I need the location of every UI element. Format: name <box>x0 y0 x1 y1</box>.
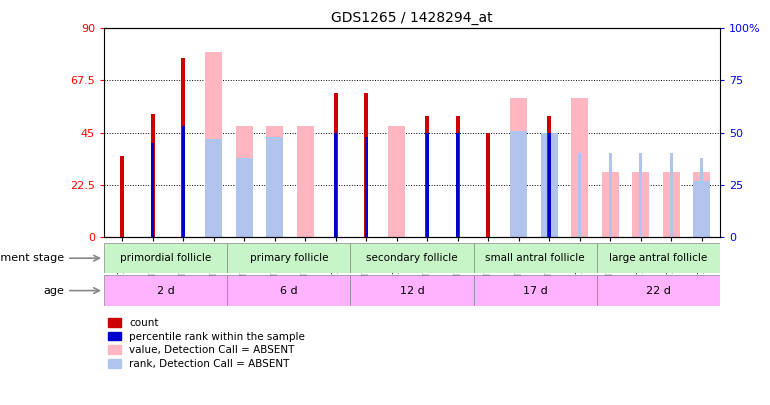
Legend: count, percentile rank within the sample, value, Detection Call = ABSENT, rank, : count, percentile rank within the sample… <box>104 314 309 373</box>
Text: 6 d: 6 d <box>280 286 297 296</box>
Bar <box>547 133 551 237</box>
Bar <box>608 153 611 237</box>
Bar <box>474 243 597 273</box>
Bar <box>456 133 459 237</box>
Bar <box>151 143 154 237</box>
Bar <box>639 153 642 237</box>
Text: primordial follicle: primordial follicle <box>120 253 211 263</box>
Bar <box>296 126 313 237</box>
Text: age: age <box>43 286 64 296</box>
Text: small antral follicle: small antral follicle <box>485 253 585 263</box>
Text: secondary follicle: secondary follicle <box>367 253 457 263</box>
Bar <box>541 133 557 237</box>
Bar <box>236 158 253 237</box>
Text: primary follicle: primary follicle <box>249 253 328 263</box>
Bar <box>181 58 186 237</box>
Bar <box>120 156 124 237</box>
Bar <box>578 153 581 237</box>
Bar <box>597 243 720 273</box>
Bar <box>511 98 527 237</box>
Bar <box>364 93 368 237</box>
Bar <box>104 243 227 273</box>
Text: development stage: development stage <box>0 253 64 263</box>
Bar <box>227 275 350 306</box>
Bar <box>426 133 429 237</box>
Bar <box>333 93 338 237</box>
Bar <box>511 130 527 237</box>
Bar <box>236 126 253 237</box>
Bar <box>486 133 490 237</box>
Bar <box>266 126 283 237</box>
Bar <box>547 116 551 237</box>
Bar <box>266 137 283 237</box>
Bar <box>474 275 597 306</box>
Bar <box>334 133 337 237</box>
Bar <box>350 243 474 273</box>
Bar <box>693 172 710 237</box>
Text: large antral follicle: large antral follicle <box>609 253 708 263</box>
Bar <box>597 275 720 306</box>
Bar <box>425 116 429 237</box>
Text: 17 d: 17 d <box>523 286 547 296</box>
Bar <box>182 126 185 237</box>
Bar <box>104 275 227 306</box>
Title: GDS1265 / 1428294_at: GDS1265 / 1428294_at <box>331 11 493 25</box>
Bar <box>663 172 680 237</box>
Bar <box>571 98 588 237</box>
Bar <box>206 51 222 237</box>
Bar <box>693 181 710 237</box>
Bar <box>456 116 460 237</box>
Bar <box>365 137 368 237</box>
Bar <box>151 114 155 237</box>
Bar <box>670 153 673 237</box>
Bar <box>632 172 649 237</box>
Text: 2 d: 2 d <box>156 286 175 296</box>
Bar <box>388 126 405 237</box>
Bar <box>227 243 350 273</box>
Text: 22 d: 22 d <box>646 286 671 296</box>
Bar <box>350 275 474 306</box>
Bar <box>602 172 618 237</box>
Bar <box>206 139 222 237</box>
Bar <box>700 158 703 237</box>
Text: 12 d: 12 d <box>400 286 424 296</box>
